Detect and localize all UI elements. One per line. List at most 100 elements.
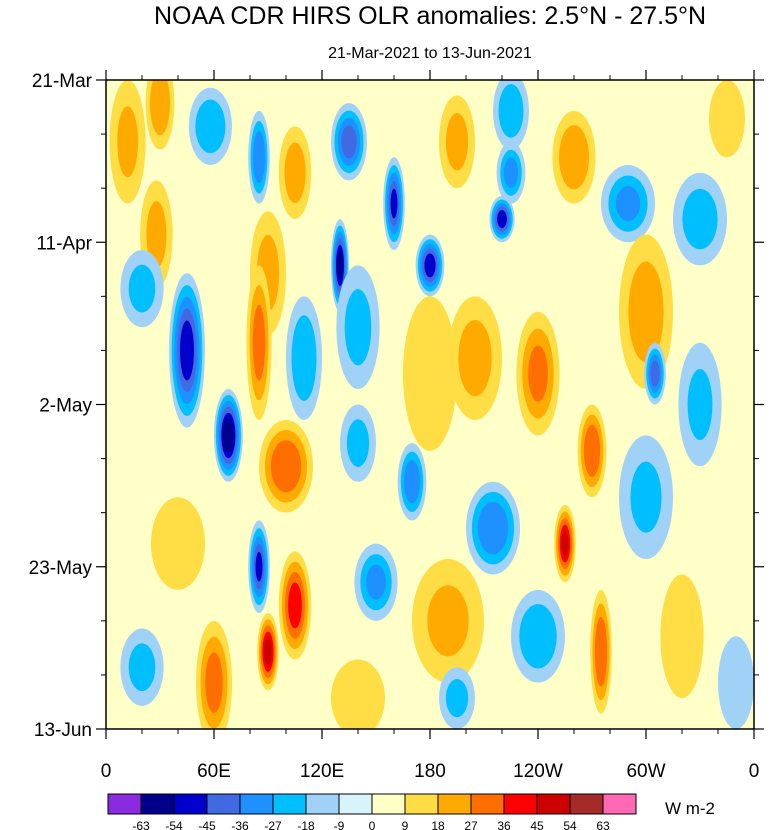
colorbar-swatch xyxy=(206,793,241,815)
anomaly-contour xyxy=(264,637,272,666)
x-tick-label: 120W xyxy=(513,761,563,782)
anomaly-contour xyxy=(718,636,754,729)
anomaly-contour xyxy=(252,304,266,381)
anomaly-blob xyxy=(601,164,655,243)
colorbar-tick-label: -18 xyxy=(297,819,315,830)
anomaly-blob xyxy=(246,265,272,420)
anomaly-contour xyxy=(146,201,167,268)
anomaly-contour xyxy=(346,419,370,467)
colorbar-swatch xyxy=(272,793,307,815)
axes: 0 60E 120E 180 120W 60W 0 21-Mar 11-Apr 2-May 23-M… xyxy=(29,70,764,782)
anomaly-contour xyxy=(291,315,317,402)
anomaly-contour xyxy=(561,531,569,556)
anomaly-contour xyxy=(117,106,138,178)
anomaly-blob xyxy=(516,311,560,436)
anomaly-contour xyxy=(128,643,156,692)
colorbar-tick-label: 36 xyxy=(497,819,511,830)
anomaly-contour xyxy=(337,251,343,280)
anomaly-blob xyxy=(619,435,673,560)
colorbar-swatch xyxy=(404,793,439,815)
anomaly-blob xyxy=(397,443,427,521)
colorbar-swatch xyxy=(305,793,340,815)
colorbar-swatch xyxy=(371,793,406,815)
anomaly-contour xyxy=(344,289,372,366)
anomaly-blob xyxy=(188,87,232,165)
colorbar-tick-label: -54 xyxy=(165,819,183,830)
anomaly-blob xyxy=(331,659,385,729)
y-tick-label: 21-Mar xyxy=(32,71,93,92)
colorbar: -63 -54 -45 -36 -27 -18 -9 0 9 18 27 36 45 54 63 xyxy=(107,793,637,830)
anomaly-blob xyxy=(120,628,164,706)
anomaly-contour xyxy=(195,99,226,154)
anomaly-blob xyxy=(151,497,205,590)
colorbar-swatch xyxy=(140,793,175,815)
anomaly-contour xyxy=(660,574,704,699)
chart-subtitle: 21-Mar-2021 to 13-Jun-2021 xyxy=(328,45,532,62)
anomaly-contour xyxy=(288,582,302,629)
anomaly-contour xyxy=(128,264,156,313)
anomaly-contour xyxy=(255,551,263,582)
anomaly-blob xyxy=(493,80,529,150)
x-tick-label: 0 xyxy=(101,761,112,782)
colorbar-tick-label: 9 xyxy=(402,819,409,830)
anomaly-blob xyxy=(120,249,164,328)
anomaly-blob xyxy=(709,80,745,158)
anomaly-blob xyxy=(439,95,475,189)
anomaly-contour xyxy=(180,320,194,381)
colorbar-tick-label: -9 xyxy=(334,819,345,830)
anomaly-blob xyxy=(552,110,596,204)
anomaly-contour xyxy=(528,345,548,402)
colorbar-swatch xyxy=(173,793,208,815)
anomaly-blob xyxy=(354,543,398,621)
anomaly-blob xyxy=(259,419,313,513)
x-tick-label: 0 xyxy=(749,761,760,782)
y-tick-label: 23-May xyxy=(29,558,93,579)
anomaly-contour xyxy=(682,188,718,250)
anomaly-contour xyxy=(445,113,469,171)
anomaly-contour xyxy=(615,186,641,222)
anomaly-blob xyxy=(248,110,270,204)
anomaly-blob xyxy=(248,520,270,614)
anomaly-blob xyxy=(415,234,445,297)
colorbar-swatch xyxy=(437,793,472,815)
anomaly-blob xyxy=(257,613,279,691)
anomaly-contour xyxy=(687,368,713,441)
anomaly-blob xyxy=(331,103,367,181)
anomaly-blob xyxy=(448,296,502,420)
anomaly-contour xyxy=(519,604,557,669)
anomaly-contour xyxy=(445,679,469,718)
anomaly-contour xyxy=(477,502,509,555)
anomaly-contour xyxy=(427,585,469,657)
anomaly-contour xyxy=(630,461,662,533)
anomaly-blob xyxy=(109,80,146,204)
anomaly-blob xyxy=(340,404,376,482)
anomaly-blob xyxy=(590,589,612,714)
anomaly-contour xyxy=(503,157,519,188)
colorbar-tick-label: -27 xyxy=(264,819,282,830)
colorbar-swatch xyxy=(239,793,274,815)
anomaly-contour xyxy=(403,296,457,451)
x-tick-label: 180 xyxy=(414,761,446,782)
y-tick-label: 11-Apr xyxy=(36,233,92,254)
plot-area xyxy=(105,79,755,730)
anomaly-blob xyxy=(678,342,722,467)
colorbar-units-label: W m-2 xyxy=(665,799,715,818)
x-tick-label: 60E xyxy=(197,761,231,782)
anomaly-contour xyxy=(341,125,357,159)
anomaly-blob xyxy=(466,481,520,575)
anomaly-contour xyxy=(205,652,223,713)
colorbar-swatch xyxy=(602,793,637,815)
anomaly-contour xyxy=(498,84,524,138)
anomaly-blob xyxy=(336,265,380,390)
anomaly-blob xyxy=(403,296,457,451)
anomaly-blob xyxy=(511,589,565,683)
anomaly-blob xyxy=(718,636,754,729)
anomaly-contour xyxy=(331,659,385,729)
anomaly-contour xyxy=(270,440,302,493)
colorbar-swatch xyxy=(338,793,373,815)
colorbar-tick-label: 54 xyxy=(563,819,577,830)
anomaly-contour xyxy=(583,424,601,477)
anomaly-blob xyxy=(489,195,515,243)
chart-title: NOAA CDR HIRS OLR anomalies: 2.5°N - 27.… xyxy=(154,2,706,30)
anomaly-contour xyxy=(458,319,492,397)
